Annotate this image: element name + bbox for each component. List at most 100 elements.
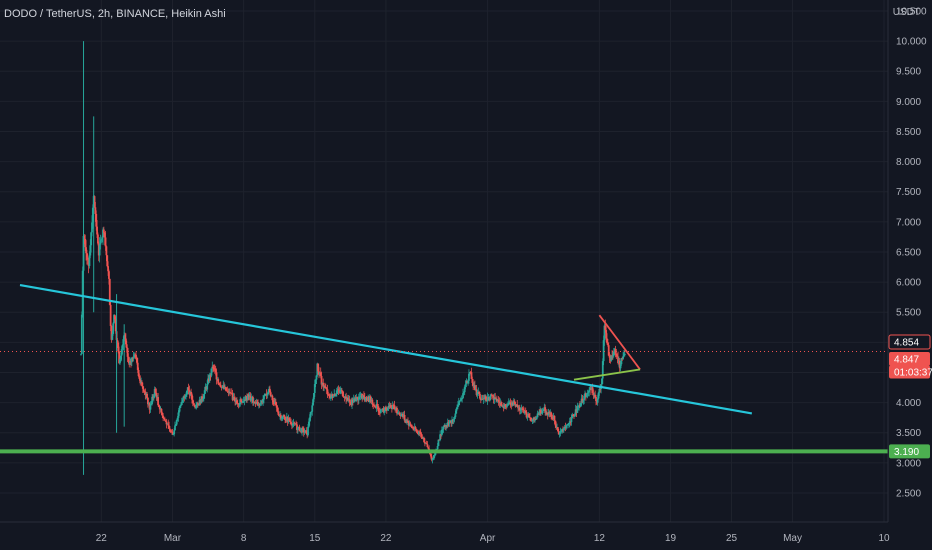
descending-trendline[interactable] bbox=[19, 284, 753, 415]
candle-body bbox=[136, 362, 139, 370]
drawings[interactable] bbox=[0, 284, 888, 454]
chart-title: DODO / TetherUS, 2h, BINANCE, Heikin Ash… bbox=[4, 8, 226, 20]
candle-body bbox=[104, 237, 107, 247]
candle-body bbox=[133, 354, 136, 358]
candle-body bbox=[391, 405, 394, 410]
candle-body bbox=[152, 395, 155, 398]
candle-body bbox=[94, 207, 97, 214]
wedge-lower-line[interactable] bbox=[573, 368, 641, 381]
candle-body bbox=[529, 417, 532, 421]
candle-body bbox=[266, 394, 269, 396]
candle-body bbox=[191, 394, 193, 400]
candle-body bbox=[567, 424, 569, 425]
candle-body bbox=[526, 416, 529, 418]
candle-body bbox=[235, 400, 238, 404]
candle-body bbox=[560, 431, 563, 433]
candle-body bbox=[507, 404, 509, 406]
candle-body bbox=[441, 428, 444, 430]
candle-body bbox=[419, 431, 422, 434]
candle-body bbox=[602, 340, 605, 362]
candle-body bbox=[118, 351, 121, 364]
time-axis[interactable]: 22 Mar 8 15 22 Apr 12 19 25 May 10 bbox=[0, 521, 932, 550]
candle-body bbox=[612, 352, 615, 356]
wedge-upper-line[interactable] bbox=[598, 314, 641, 370]
x-tick-label: Mar bbox=[164, 533, 182, 544]
price-tag-text: 01:03:37 bbox=[894, 368, 932, 379]
candle-body bbox=[437, 439, 440, 447]
candle-body bbox=[463, 386, 466, 393]
candle-body bbox=[403, 414, 406, 421]
candle-body bbox=[257, 403, 260, 406]
candle-body bbox=[135, 357, 138, 363]
candle-body bbox=[88, 255, 91, 267]
candle-body bbox=[289, 420, 292, 422]
candle-body bbox=[432, 457, 435, 459]
candle-body bbox=[553, 415, 556, 421]
candle-body bbox=[193, 404, 196, 407]
candle-body bbox=[101, 237, 104, 240]
candle-body bbox=[362, 395, 364, 399]
candle-body bbox=[129, 361, 132, 365]
candles[interactable] bbox=[80, 41, 626, 475]
price-tags: 4.854 4.847 01:03:37 3.190 bbox=[888, 334, 932, 459]
candle-body bbox=[100, 239, 103, 241]
candle-body bbox=[263, 395, 265, 400]
candle-body bbox=[497, 400, 500, 402]
candle-body bbox=[484, 396, 487, 400]
candle-body bbox=[309, 412, 312, 418]
price-tag-box bbox=[889, 444, 930, 459]
candle-body bbox=[326, 389, 329, 395]
candle-body bbox=[436, 446, 439, 450]
candle-body bbox=[175, 419, 178, 425]
candle-body bbox=[112, 323, 115, 334]
candle-body bbox=[529, 417, 531, 418]
y-tick-label: 7.500 bbox=[896, 187, 921, 198]
candle-body bbox=[601, 361, 604, 379]
candle-body bbox=[374, 405, 376, 408]
candle-body bbox=[342, 396, 345, 398]
candle-body bbox=[150, 403, 153, 405]
candle-body bbox=[339, 390, 342, 393]
candle-body bbox=[223, 385, 226, 389]
candle-body bbox=[555, 425, 558, 428]
candle-body bbox=[489, 396, 492, 401]
candle-body bbox=[507, 402, 510, 405]
candle-body bbox=[610, 355, 613, 361]
candle-body bbox=[556, 427, 559, 432]
candle-body bbox=[210, 368, 213, 376]
candle-body bbox=[114, 319, 117, 332]
x-tick-label: 22 bbox=[380, 533, 392, 544]
candle-body bbox=[160, 408, 163, 413]
candle-body bbox=[582, 400, 585, 403]
candle-body bbox=[151, 396, 154, 404]
candle-body bbox=[454, 413, 457, 418]
candle-body bbox=[162, 415, 165, 419]
candle-body bbox=[231, 393, 234, 400]
candle-body bbox=[262, 399, 265, 403]
candle-body bbox=[324, 387, 327, 389]
y-tick-label: 3.000 bbox=[896, 458, 921, 469]
y-tick-label: 9.500 bbox=[896, 67, 921, 78]
candle-body bbox=[144, 391, 147, 396]
candle-body bbox=[269, 392, 272, 397]
candle-body bbox=[137, 369, 140, 377]
candle-body bbox=[455, 409, 458, 414]
candle-body bbox=[623, 355, 625, 357]
candle-body bbox=[230, 392, 233, 394]
candle-body bbox=[385, 407, 387, 410]
candle-body bbox=[467, 380, 469, 384]
candle-body bbox=[571, 415, 574, 418]
price-tag-box bbox=[889, 365, 930, 379]
candle-body bbox=[586, 392, 589, 394]
candle-body bbox=[396, 407, 398, 414]
candle-body bbox=[601, 378, 603, 385]
candle-body bbox=[608, 355, 611, 358]
candle-body bbox=[440, 429, 443, 435]
price-axis[interactable]: 2.5003.0003.5004.0004.5005.0005.5006.000… bbox=[887, 0, 932, 522]
candle-body bbox=[393, 405, 396, 410]
candle-body bbox=[373, 404, 375, 406]
candle-body bbox=[95, 213, 98, 227]
candle-body bbox=[400, 414, 403, 416]
